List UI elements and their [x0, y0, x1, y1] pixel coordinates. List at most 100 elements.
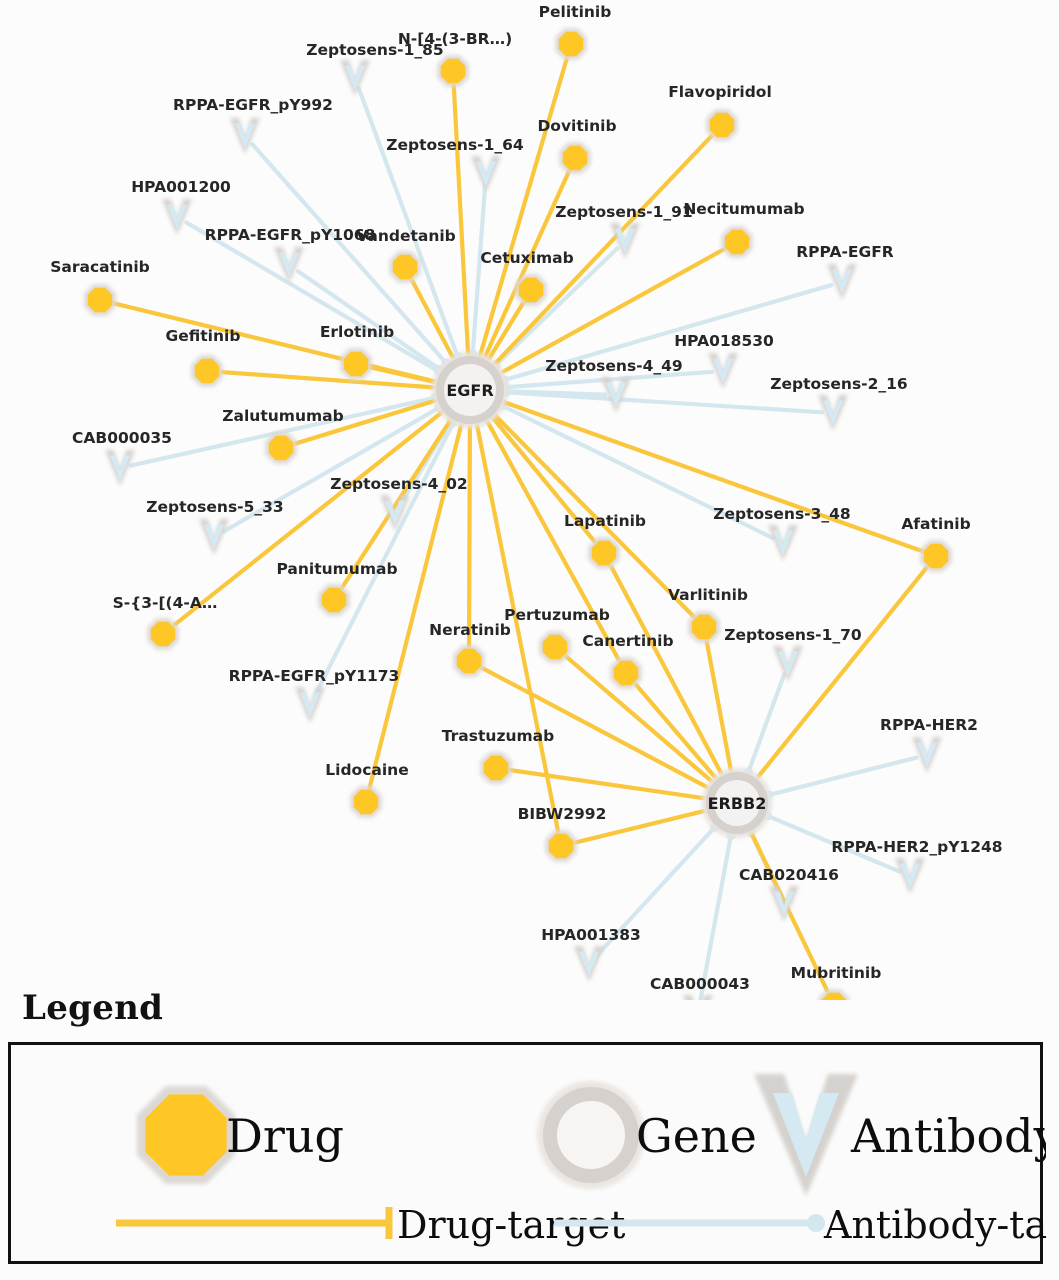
antibody-chevron-icon	[823, 400, 843, 426]
antibody-node[interactable]	[274, 247, 304, 283]
drug-octagon-icon	[518, 277, 544, 303]
edge-layer	[110, 54, 930, 1000]
drug-target-edge	[492, 132, 716, 367]
drug-target-edge	[408, 276, 456, 362]
drug-node[interactable]	[545, 830, 577, 862]
node-layer	[84, 28, 952, 1000]
gene-node[interactable]	[432, 352, 508, 428]
antibody-node[interactable]	[574, 946, 604, 982]
antibody-node[interactable]	[162, 199, 192, 235]
drug-node[interactable]	[318, 584, 350, 616]
antibody-chevron-icon	[235, 123, 255, 149]
drug-octagon-icon	[353, 789, 379, 815]
antibody-chevron-halo	[199, 519, 229, 555]
drug-octagon-icon	[145, 1094, 227, 1176]
node-label: Zeptosens-1_64	[386, 136, 524, 154]
drug-node[interactable]	[480, 752, 512, 784]
drug-target-edge	[338, 417, 454, 592]
node-label: Afatinib	[901, 515, 970, 533]
node-label: CAB020416	[739, 866, 839, 884]
antibody-node[interactable]	[912, 737, 942, 773]
node-label: Zeptosens-4_02	[330, 475, 467, 493]
antibody-node[interactable]	[818, 395, 848, 431]
node-label: RPPA-EGFR_pY1173	[229, 667, 400, 685]
drug-target-edge	[451, 81, 471, 358]
drug-target-edge	[704, 637, 734, 774]
node-label: N-[4-(3-BR…)	[398, 30, 512, 48]
node-label: Pertuzumab	[504, 606, 610, 624]
antibody-node[interactable]	[295, 687, 325, 723]
node-label: Varlitinib	[668, 586, 748, 604]
node-label: RPPA-EGFR	[796, 243, 894, 261]
antibody-chevron-icon	[606, 382, 626, 408]
antibody-chevron-halo	[895, 858, 925, 894]
drug-target-edge	[484, 418, 622, 664]
drug-node[interactable]	[84, 284, 116, 316]
antibody-chevron-halo	[768, 525, 798, 561]
node-label: Zeptosens-1_91	[555, 203, 692, 221]
antibody-chevron-halo	[340, 60, 370, 96]
drug-node[interactable]	[340, 348, 372, 380]
antibody-chevron-icon	[773, 530, 793, 556]
antibody-node[interactable]	[895, 858, 925, 894]
antibody-node[interactable]	[769, 886, 799, 922]
antibody-node[interactable]	[105, 450, 135, 486]
drug-node[interactable]	[818, 989, 850, 1000]
antibody-node[interactable]	[471, 156, 501, 192]
antibody-node[interactable]	[610, 223, 640, 259]
antibody-chevron-halo	[162, 199, 192, 235]
drug-node[interactable]	[588, 537, 620, 569]
antibody-chevron-icon	[110, 455, 130, 481]
node-label: Zeptosens-4_49	[545, 357, 682, 375]
antibody-node[interactable]	[601, 377, 631, 413]
drug-target-edge	[486, 298, 527, 363]
drug-node[interactable]	[453, 645, 485, 677]
gene-node[interactable]	[702, 768, 772, 838]
drug-node[interactable]	[437, 55, 469, 87]
antibody-chevron-icon	[204, 524, 224, 550]
antibody-node[interactable]	[380, 495, 410, 531]
drug-node[interactable]	[559, 142, 591, 174]
antibody-node[interactable]	[768, 525, 798, 561]
drug-node[interactable]	[515, 274, 547, 306]
node-label: Erlotinib	[320, 323, 394, 341]
drug-node[interactable]	[191, 355, 223, 387]
node-label: RPPA-HER2	[880, 716, 978, 734]
antibody-chevron-icon	[385, 500, 405, 526]
drug-node[interactable]	[721, 226, 753, 258]
antibody-target-edge	[312, 419, 456, 698]
drug-node[interactable]	[555, 28, 587, 60]
antibody-target-edge	[746, 672, 787, 775]
network-graph-canvas[interactable]: EGFR ERBB2 Zeptosens-1_85 RPPA-EGFR_pY992 HP…	[0, 0, 1059, 1000]
drug-target-edge	[608, 562, 725, 777]
antibody-node[interactable]	[230, 118, 260, 154]
drug-node[interactable]	[147, 618, 179, 650]
drug-node[interactable]	[920, 540, 952, 572]
drug-octagon-icon	[548, 833, 574, 859]
legend-item-gene: Gene	[537, 1081, 757, 1189]
node-label: CAB000035	[72, 429, 172, 447]
drug-node[interactable]	[350, 786, 382, 818]
antibody-target-edge	[356, 86, 460, 359]
node-label: RPPA-EGFR_pY1068	[205, 226, 376, 244]
drug-octagon-icon	[343, 351, 369, 377]
drug-node[interactable]	[539, 631, 571, 663]
drug-node[interactable]	[389, 251, 421, 283]
node-label: Saracatinib	[50, 258, 150, 276]
antibody-node[interactable]	[708, 353, 738, 389]
drug-node[interactable]	[265, 432, 297, 464]
drug-node[interactable]	[610, 657, 642, 689]
antibody-node[interactable]	[683, 995, 713, 1000]
antibody-node[interactable]	[827, 264, 857, 300]
legend-box: Drug Gene Antibody Drug-target Antibody-tar…	[8, 1042, 1046, 1264]
antibody-node[interactable]	[199, 519, 229, 555]
drug-node[interactable]	[688, 611, 720, 643]
antibody-node[interactable]	[340, 60, 370, 96]
drug-node[interactable]	[706, 109, 738, 141]
drug-target-edge	[632, 680, 719, 781]
antibody-node[interactable]	[773, 646, 803, 682]
node-label: Zalutumumab	[222, 407, 343, 425]
node-label-layer: EGFR ERBB2 Zeptosens-1_85 RPPA-EGFR_pY992 HP…	[50, 3, 1002, 993]
antibody-target-edge	[128, 395, 437, 468]
